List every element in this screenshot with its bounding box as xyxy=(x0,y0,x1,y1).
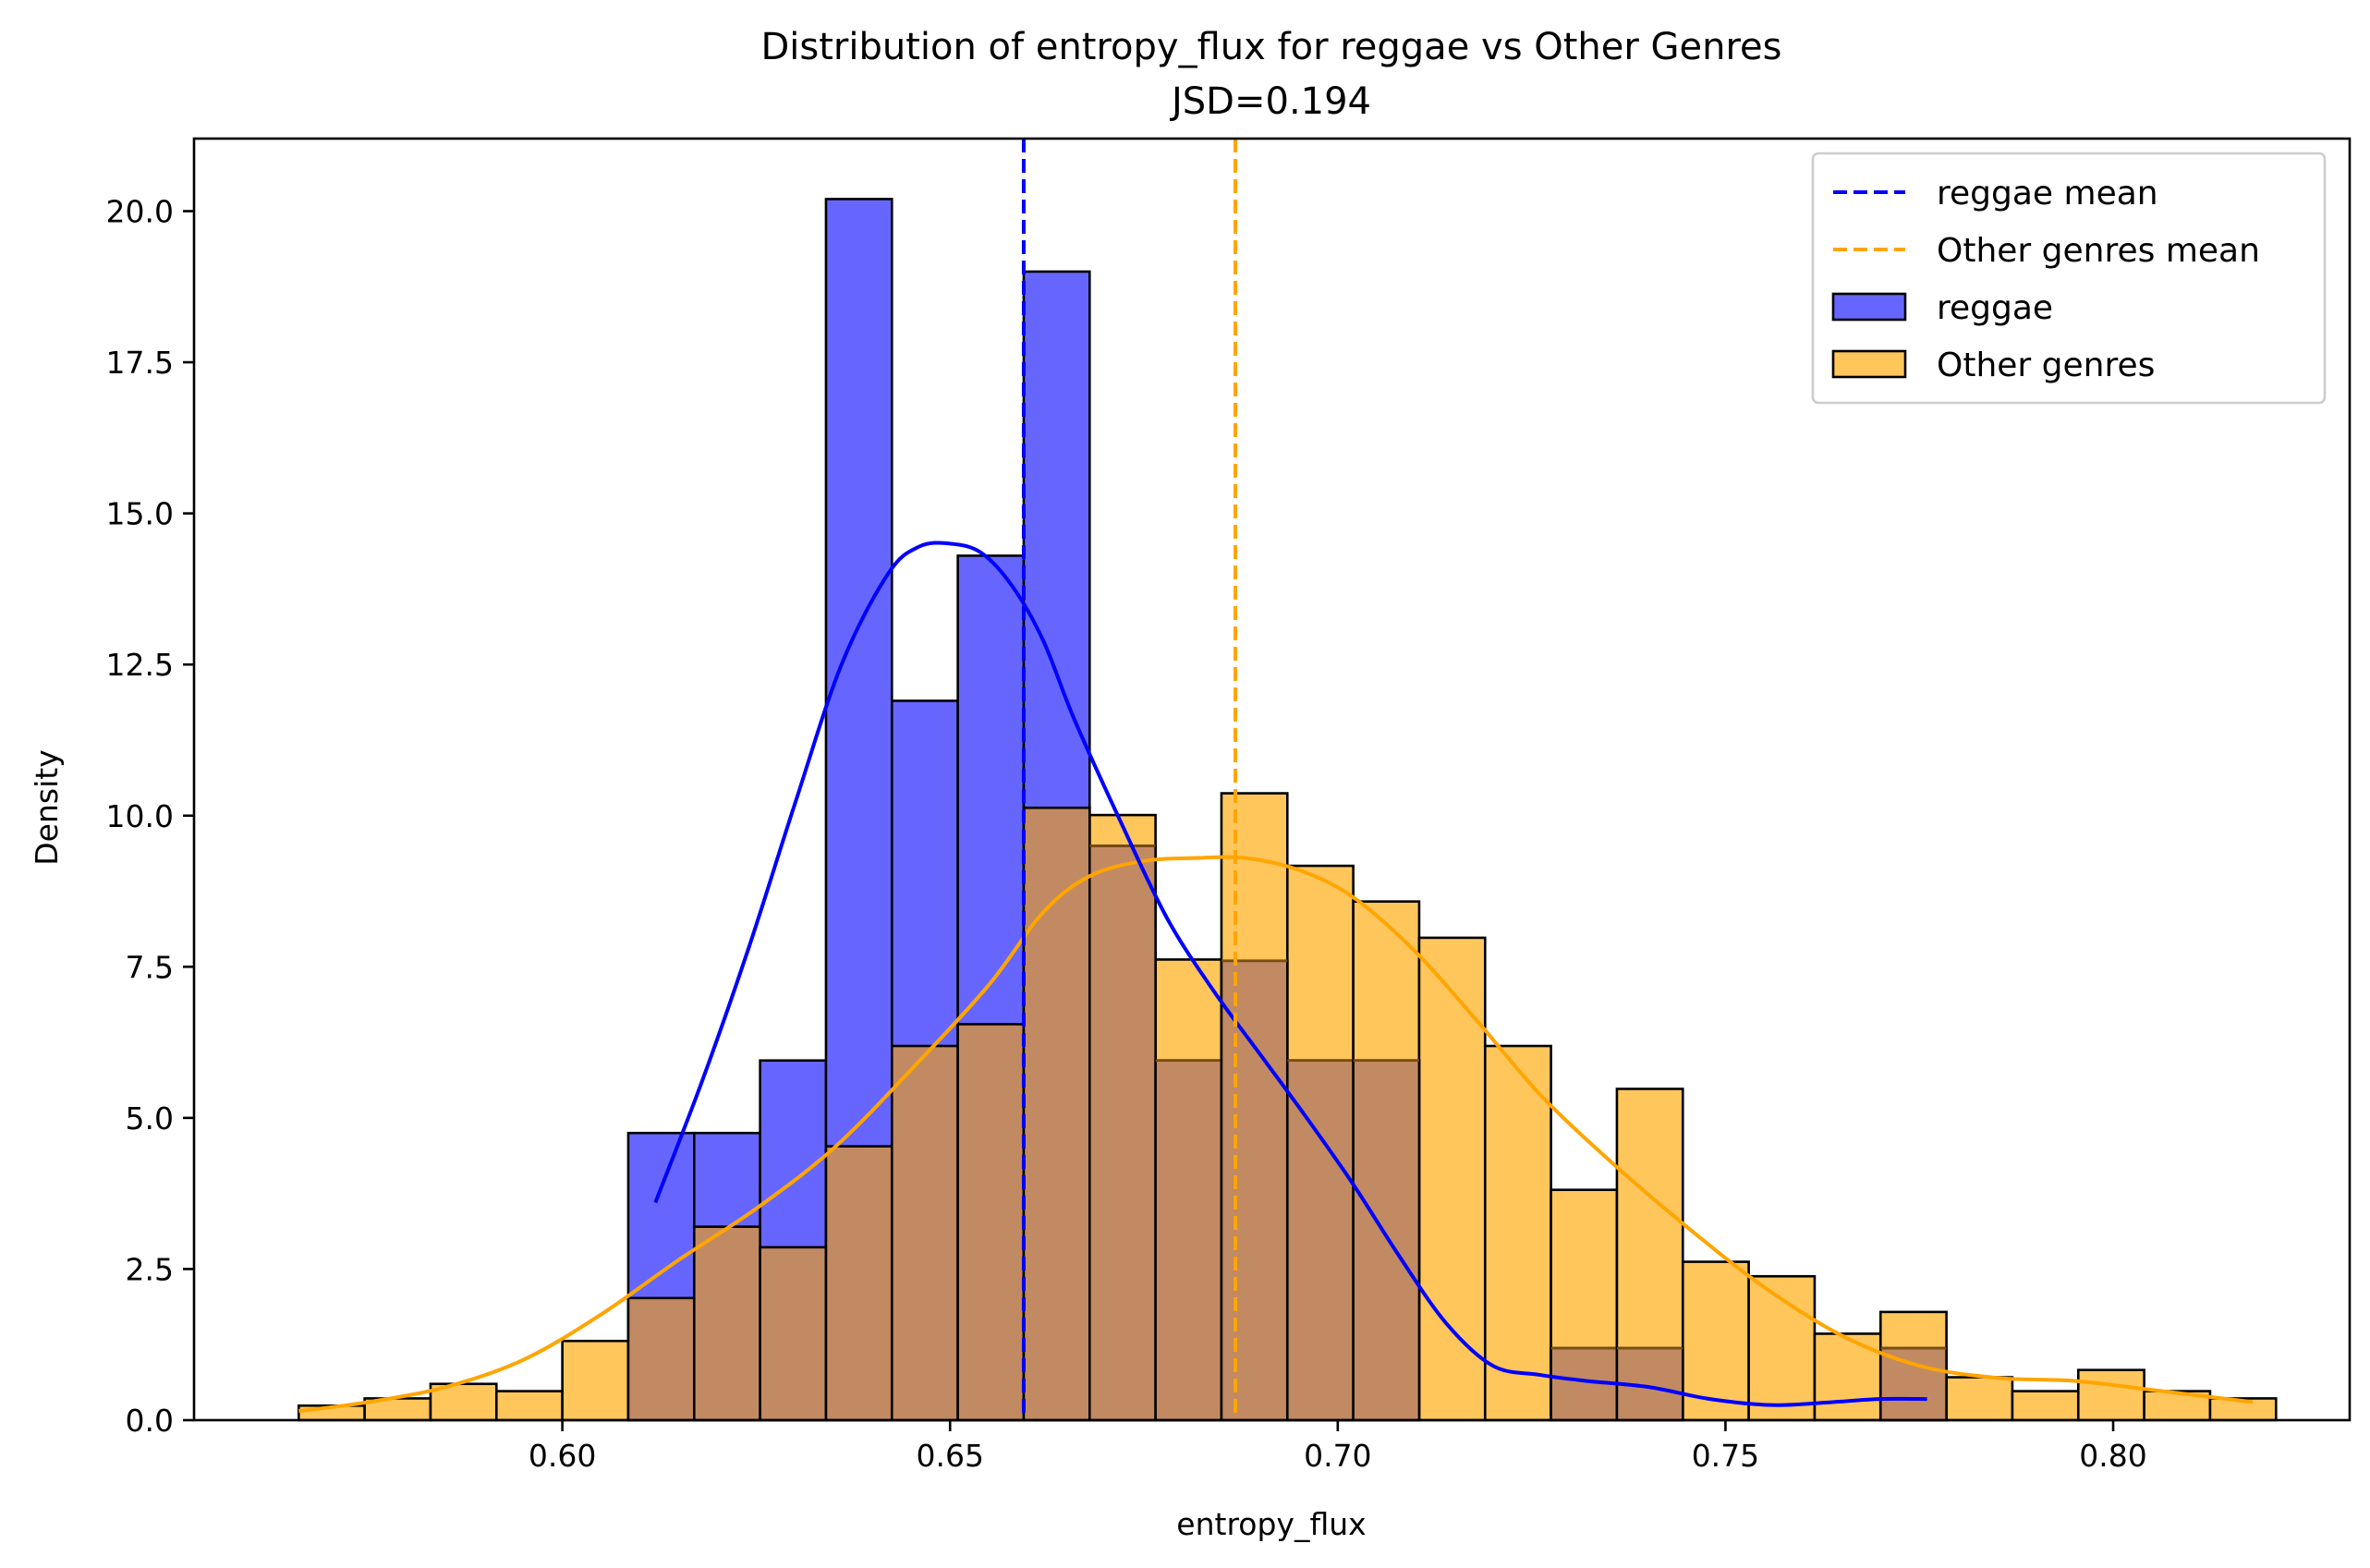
other-genres-bar xyxy=(2076,1368,2145,1422)
overlap-bar xyxy=(824,1145,893,1422)
x-tick-label: 0.60 xyxy=(529,1438,596,1474)
legend-patch-swatch xyxy=(1831,292,1907,322)
reggae-kde-line xyxy=(653,541,1927,1407)
overlap-bar xyxy=(956,1023,1026,1422)
y-tick-label: 2.5 xyxy=(126,1251,174,1287)
y-tick-label: 0.0 xyxy=(126,1403,174,1439)
other-genres-bar xyxy=(561,1339,630,1422)
x-tick-label: 0.75 xyxy=(1692,1438,1759,1474)
other-genres-bar xyxy=(1945,1376,2014,1422)
y-tick-label: 15.0 xyxy=(106,496,174,532)
y-tick-label: 5.0 xyxy=(126,1100,174,1136)
other-genres-bar xyxy=(494,1390,564,1422)
overlap-bar xyxy=(759,1246,828,1422)
plot-frame xyxy=(192,137,2352,1422)
y-tick-label: 17.5 xyxy=(106,345,174,381)
x-tick-label: 0.70 xyxy=(1304,1438,1371,1474)
plot-area: 0.60 0.65 0.70 0.75 0.80 0.0 2.5 5.0 7.5 10.0 12.5… xyxy=(106,137,2352,1474)
overlap-bar xyxy=(1352,1059,1421,1422)
y-tick-label: 7.5 xyxy=(126,949,174,985)
chart-title: Distribution of entropy_flux for reggae … xyxy=(760,26,1781,68)
y-tick-label: 12.5 xyxy=(106,647,174,683)
overlap-bar xyxy=(1285,1059,1355,1422)
overlap-bar xyxy=(1154,1059,1223,1422)
legend-box xyxy=(1811,152,2327,405)
overlap-bar xyxy=(1878,1346,1948,1422)
legend-label: Other genres xyxy=(1937,346,2155,384)
overlap-bar xyxy=(890,1044,959,1422)
legend: reggae mean Other genres mean reggae Other … xyxy=(1811,152,2327,405)
overlap-bar xyxy=(692,1225,761,1422)
overlap-bars xyxy=(626,806,1948,1422)
other-genres-bar xyxy=(1813,1332,1882,1422)
chart-subtitle: JSD=0.194 xyxy=(1169,80,1371,123)
overlap-bar xyxy=(1088,845,1157,1422)
y-tick-label: 10.0 xyxy=(106,798,174,834)
x-tick-label: 0.80 xyxy=(2079,1438,2146,1474)
x-tick-label: 0.65 xyxy=(916,1438,983,1474)
other-genres-kde-line xyxy=(298,855,2254,1414)
legend-patch-swatch xyxy=(1831,349,1907,379)
other-genres-bar xyxy=(1417,936,1487,1422)
legend-label: reggae xyxy=(1937,289,2053,327)
y-axis-label: Density xyxy=(29,749,65,865)
other-genres-bar xyxy=(2011,1390,2080,1422)
legend-label: reggae mean xyxy=(1937,175,2158,213)
y-tick-label: 20.0 xyxy=(106,194,174,230)
overlap-bar xyxy=(626,1296,696,1422)
overlap-bar xyxy=(1220,959,1289,1422)
other-genres-bar xyxy=(1483,1044,1552,1422)
x-axis-label: entropy_flux xyxy=(1176,1506,1366,1542)
legend-label: Other genres mean xyxy=(1937,232,2260,270)
